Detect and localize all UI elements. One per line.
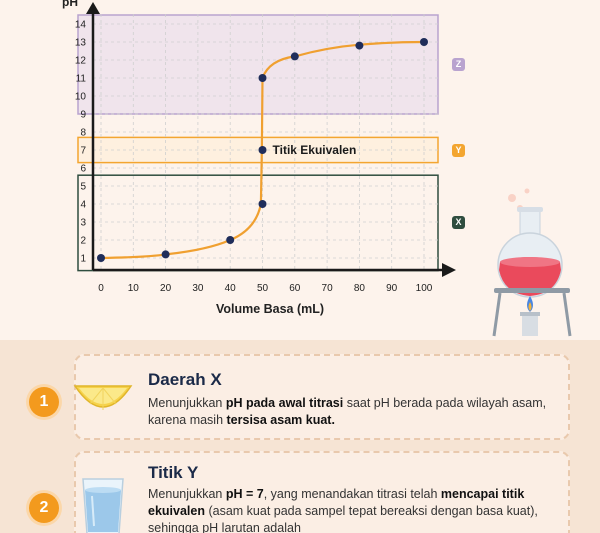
band-label-x: X — [452, 216, 465, 230]
card-text-daerah-x: Menunjukkan pH pada awal titrasi saat pH… — [148, 396, 547, 427]
x-tick-label: 60 — [289, 283, 301, 294]
card-daerah-x — [74, 354, 570, 440]
data-point — [290, 52, 299, 61]
x-tick-label: 10 — [128, 283, 140, 294]
data-point — [420, 38, 428, 46]
data-point — [97, 254, 105, 262]
y-axis-arrow — [86, 2, 100, 14]
x-axis-arrow — [442, 263, 456, 277]
flask-burner-icon — [492, 188, 572, 337]
y-tick-label: 7 — [80, 146, 86, 157]
y-axis-label: pH — [62, 0, 78, 9]
card-titik-y — [74, 451, 570, 533]
y-tick-label: 11 — [76, 74, 87, 85]
band-label-z: Z — [452, 58, 465, 71]
water-glass-icon — [82, 478, 124, 533]
y-tick-label: 8 — [80, 128, 86, 139]
x-tick-label: 70 — [322, 283, 334, 294]
data-point — [226, 236, 235, 244]
y-tick-label: 4 — [80, 200, 86, 211]
y-tick-label: 3 — [80, 218, 86, 229]
data-point — [258, 74, 267, 82]
data-point — [258, 146, 267, 154]
card-text-titik-y: Menunjukkan pH = 7, yang menandakan titr… — [148, 487, 538, 533]
lemon-icon — [73, 385, 133, 410]
x-tick-label: 0 — [98, 283, 104, 294]
band-z — [77, 14, 439, 115]
x-tick-label: 30 — [192, 283, 204, 294]
y-tick-label: 13 — [75, 38, 87, 49]
y-tick-label: 1 — [80, 254, 86, 265]
explanation-section: 1 Daerah X Menunjukkan pH pada awal titr… — [0, 340, 600, 533]
card-number-1: 1 — [29, 387, 59, 417]
y-tick-label: 5 — [80, 182, 86, 193]
card-number-2: 2 — [29, 493, 59, 523]
x-axis-label: Volume Basa (mL) — [216, 302, 324, 316]
titration-chart: 0 10 20 30 40 50 60 70 80 90 100123456789101112131… — [62, 0, 572, 337]
band-label-y: Y — [452, 143, 465, 157]
x-tick-label: 100 — [416, 283, 433, 294]
data-point — [258, 200, 267, 208]
equivalence-point-label: Titik Ekuivalen — [273, 143, 357, 157]
y-tick-label: 12 — [75, 56, 87, 67]
chart-area: 0 10 20 30 40 50 60 70 80 90 100 1 2 3 4 5 6 7 8 9 10 11 12 13 1… — [62, 0, 572, 337]
data-point — [355, 41, 364, 50]
y-tick-label: 9 — [80, 110, 86, 121]
card-title-titik-y: Titik Y — [148, 463, 199, 482]
y-tick-label: 14 — [75, 20, 87, 31]
x-tick-label: 40 — [225, 283, 237, 294]
x-tick-label: 20 — [160, 283, 172, 294]
y-tick-label: 2 — [80, 236, 86, 247]
y-tick-label: 10 — [75, 92, 87, 103]
x-tick-label: 80 — [354, 283, 366, 294]
y-tick-label: 6 — [80, 164, 86, 175]
x-tick-label: 90 — [386, 283, 398, 294]
card-title-daerah-x: Daerah X — [148, 370, 222, 389]
data-point — [161, 250, 170, 259]
x-tick-label: 50 — [257, 283, 269, 294]
